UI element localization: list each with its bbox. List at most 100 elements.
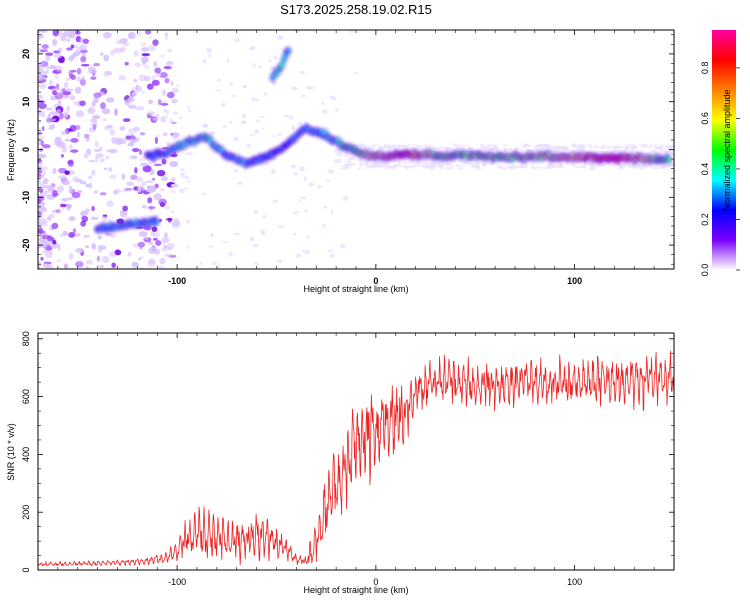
- noise-speck: [94, 140, 99, 148]
- noise-speck: [153, 60, 158, 67]
- noise-speck: [152, 117, 158, 121]
- noise-speck: [334, 108, 339, 112]
- noise-speck: [62, 180, 70, 186]
- noise-speck: [147, 45, 157, 52]
- noise-speck: [234, 232, 241, 236]
- noise-speck: [141, 91, 145, 94]
- noise-speck: [425, 163, 429, 167]
- noise-speck: [307, 235, 310, 239]
- noise-speck: [294, 30, 301, 33]
- noise-speck: [121, 173, 126, 180]
- noise-speck: [166, 246, 173, 251]
- noise-speck: [490, 147, 497, 151]
- noise-speck: [152, 231, 161, 238]
- noise-speck: [142, 165, 152, 173]
- noise-speck: [39, 223, 49, 227]
- noise-speck: [82, 38, 90, 44]
- noise-speck: [321, 109, 328, 114]
- noise-speck: [458, 144, 466, 147]
- noise-speck: [135, 31, 142, 37]
- noise-speck: [63, 111, 69, 119]
- colorbar-tick-label: 0.4: [700, 163, 710, 176]
- x-tick-label: 0: [373, 276, 378, 286]
- noise-speck: [76, 67, 82, 75]
- noise-speck: [48, 213, 55, 219]
- noise-speck: [39, 166, 48, 171]
- noise-speck: [272, 135, 276, 138]
- noise-speck: [357, 166, 362, 170]
- noise-speck: [423, 166, 427, 170]
- noise-speck: [160, 116, 166, 124]
- noise-speck: [52, 87, 61, 91]
- y-tick-label: 20: [21, 49, 31, 59]
- noise-speck: [93, 92, 102, 99]
- noise-speck: [232, 94, 236, 98]
- noise-speck: [154, 67, 161, 74]
- noise-speck: [139, 157, 144, 162]
- noise-speck: [137, 241, 146, 248]
- noise-speck: [62, 230, 69, 237]
- noise-speck: [76, 76, 81, 83]
- noise-speck: [103, 54, 110, 62]
- noise-speck: [233, 169, 239, 173]
- noise-speck: [141, 58, 147, 66]
- noise-speck: [106, 124, 113, 129]
- noise-speck: [186, 244, 190, 249]
- noise-speck: [640, 143, 649, 146]
- noise-speck: [622, 146, 630, 150]
- noise-speck: [401, 144, 409, 148]
- noise-speck: [73, 51, 83, 56]
- noise-speck: [39, 49, 48, 53]
- noise-speck: [190, 151, 193, 156]
- noise-speck: [68, 232, 76, 238]
- noise-speck: [167, 217, 172, 223]
- colorbar: 0.0 0.2 0.4 0.6 0.8 Normalized spectral ampl…: [700, 30, 740, 276]
- noise-speck: [297, 122, 303, 126]
- noise-speck: [481, 148, 489, 152]
- noise-speck: [277, 132, 282, 136]
- noise-speck: [534, 148, 542, 153]
- noise-speck: [378, 162, 382, 167]
- noise-speck: [131, 139, 136, 145]
- noise-speck: [125, 187, 133, 191]
- noise-speck: [140, 42, 147, 47]
- noise-speck: [42, 110, 46, 119]
- noise-speck: [118, 75, 126, 81]
- noise-speck: [165, 114, 168, 119]
- noise-speck: [70, 137, 79, 143]
- noise-speck: [70, 149, 79, 153]
- noise-speck: [143, 75, 151, 82]
- noise-speck: [598, 164, 604, 167]
- noise-speck: [185, 219, 191, 224]
- noise-speck: [108, 148, 118, 154]
- noise-speck: [291, 86, 298, 91]
- noise-speck: [53, 50, 61, 54]
- noise-speck: [148, 247, 156, 255]
- noise-speck: [300, 196, 307, 200]
- noise-speck: [260, 229, 266, 234]
- noise-speck: [135, 106, 145, 111]
- noise-speck: [61, 197, 68, 202]
- figure-title: S173.2025.258.19.02.R15: [280, 2, 432, 17]
- noise-speck: [38, 210, 42, 218]
- noise-speck: [40, 256, 44, 261]
- noise-speck: [45, 107, 53, 111]
- noise-speck: [170, 177, 176, 182]
- noise-speck: [59, 233, 64, 237]
- noise-speck: [600, 144, 608, 149]
- noise-speck: [259, 116, 265, 119]
- noise-speck: [39, 182, 45, 190]
- noise-speck: [202, 124, 209, 129]
- noise-speck: [537, 166, 544, 169]
- trace-core: [666, 158, 671, 163]
- noise-speck: [168, 254, 177, 258]
- noise-speck: [149, 171, 154, 176]
- noise-speck: [296, 253, 302, 258]
- noise-speck: [303, 176, 307, 182]
- noise-speck: [164, 77, 170, 84]
- noise-speck: [207, 54, 212, 58]
- noise-speck: [38, 66, 41, 74]
- noise-speck: [147, 261, 156, 268]
- noise-speck: [133, 78, 138, 83]
